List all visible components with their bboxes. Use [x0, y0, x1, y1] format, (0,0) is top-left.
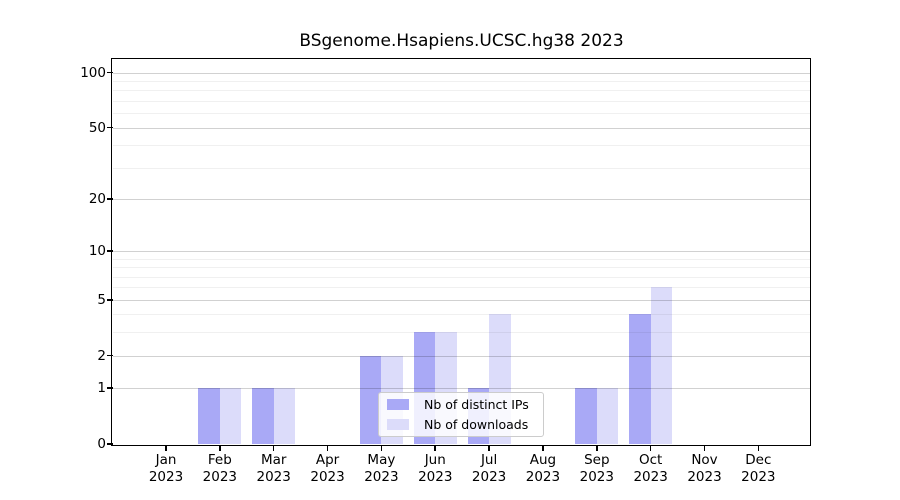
- x-tick-mark: [596, 445, 598, 451]
- legend-swatch-downloads: [387, 419, 409, 430]
- x-tick-mark: [434, 445, 437, 451]
- x-tick-mark: [272, 445, 275, 451]
- x-tick-label: Oct 2023: [633, 452, 668, 485]
- y-tick-label: 50: [88, 119, 106, 136]
- x-tick-label: May 2023: [364, 452, 399, 485]
- y-tick-mark: [106, 298, 113, 301]
- y-tick-mark: [106, 71, 113, 74]
- y-tick-mark: [106, 443, 113, 445]
- legend-item-distinct-ips: Nb of distinct IPs: [387, 397, 535, 412]
- x-tick-mark: [219, 445, 221, 451]
- x-tick-label: Sep 2023: [579, 452, 614, 485]
- y-tick-mark: [106, 354, 113, 357]
- y-tick-label: 2: [97, 347, 106, 364]
- x-tick-label: Jun 2023: [418, 452, 453, 485]
- x-tick-label: Apr 2023: [310, 452, 345, 485]
- x-tick-mark: [649, 445, 652, 451]
- bar-downloads: [650, 287, 673, 444]
- bar-downloads: [219, 388, 242, 444]
- x-tick-label: Mar 2023: [256, 452, 291, 485]
- x-tick-label: Jul 2023: [471, 452, 507, 485]
- y-tick-mark: [106, 387, 113, 389]
- legend: Nb of distinct IPs Nb of downloads: [378, 392, 544, 437]
- y-tick-label: 5: [97, 291, 106, 308]
- x-tick-mark: [326, 445, 329, 451]
- x-tick-label: Jan 2023: [148, 452, 184, 485]
- y-tick-mark: [106, 250, 113, 252]
- legend-label-downloads: Nb of downloads: [424, 417, 529, 432]
- x-tick-label: Aug 2023: [525, 452, 561, 485]
- y-tick-mark: [106, 198, 113, 200]
- bar-downloads: [273, 388, 296, 444]
- legend-label-distinct-ips: Nb of distinct IPs: [424, 397, 529, 412]
- x-tick-label: Dec 2023: [741, 452, 776, 485]
- bar-distinct-ips: [198, 388, 220, 444]
- x-tick-mark: [165, 445, 167, 451]
- y-tick-label: 20: [88, 190, 106, 207]
- x-tick-label: Feb 2023: [202, 452, 238, 485]
- y-tick-mark: [106, 126, 113, 129]
- plot-area: [113, 60, 810, 444]
- y-tick-label: 100: [80, 64, 106, 81]
- y-tick-label: 0: [97, 436, 106, 452]
- legend-item-downloads: Nb of downloads: [387, 417, 535, 432]
- y-tick-label: 10: [88, 242, 106, 259]
- x-tick-mark: [380, 445, 383, 451]
- bar-distinct-ips: [575, 388, 597, 444]
- x-tick-label: Nov 2023: [687, 452, 722, 485]
- bar-distinct-ips: [359, 355, 382, 444]
- bar-distinct-ips: [252, 388, 274, 444]
- x-tick-mark: [703, 445, 706, 451]
- x-tick-mark: [757, 445, 760, 451]
- x-tick-mark: [488, 445, 490, 451]
- x-tick-mark: [542, 445, 544, 451]
- legend-swatch-distinct-ips: [387, 399, 409, 410]
- chart-title: BSgenome.Hsapiens.UCSC.hg38 2023: [299, 31, 624, 51]
- bar-distinct-ips: [629, 314, 651, 444]
- bars-layer: [113, 60, 810, 444]
- y-tick-label: 1: [97, 380, 106, 397]
- bar-downloads: [596, 388, 619, 444]
